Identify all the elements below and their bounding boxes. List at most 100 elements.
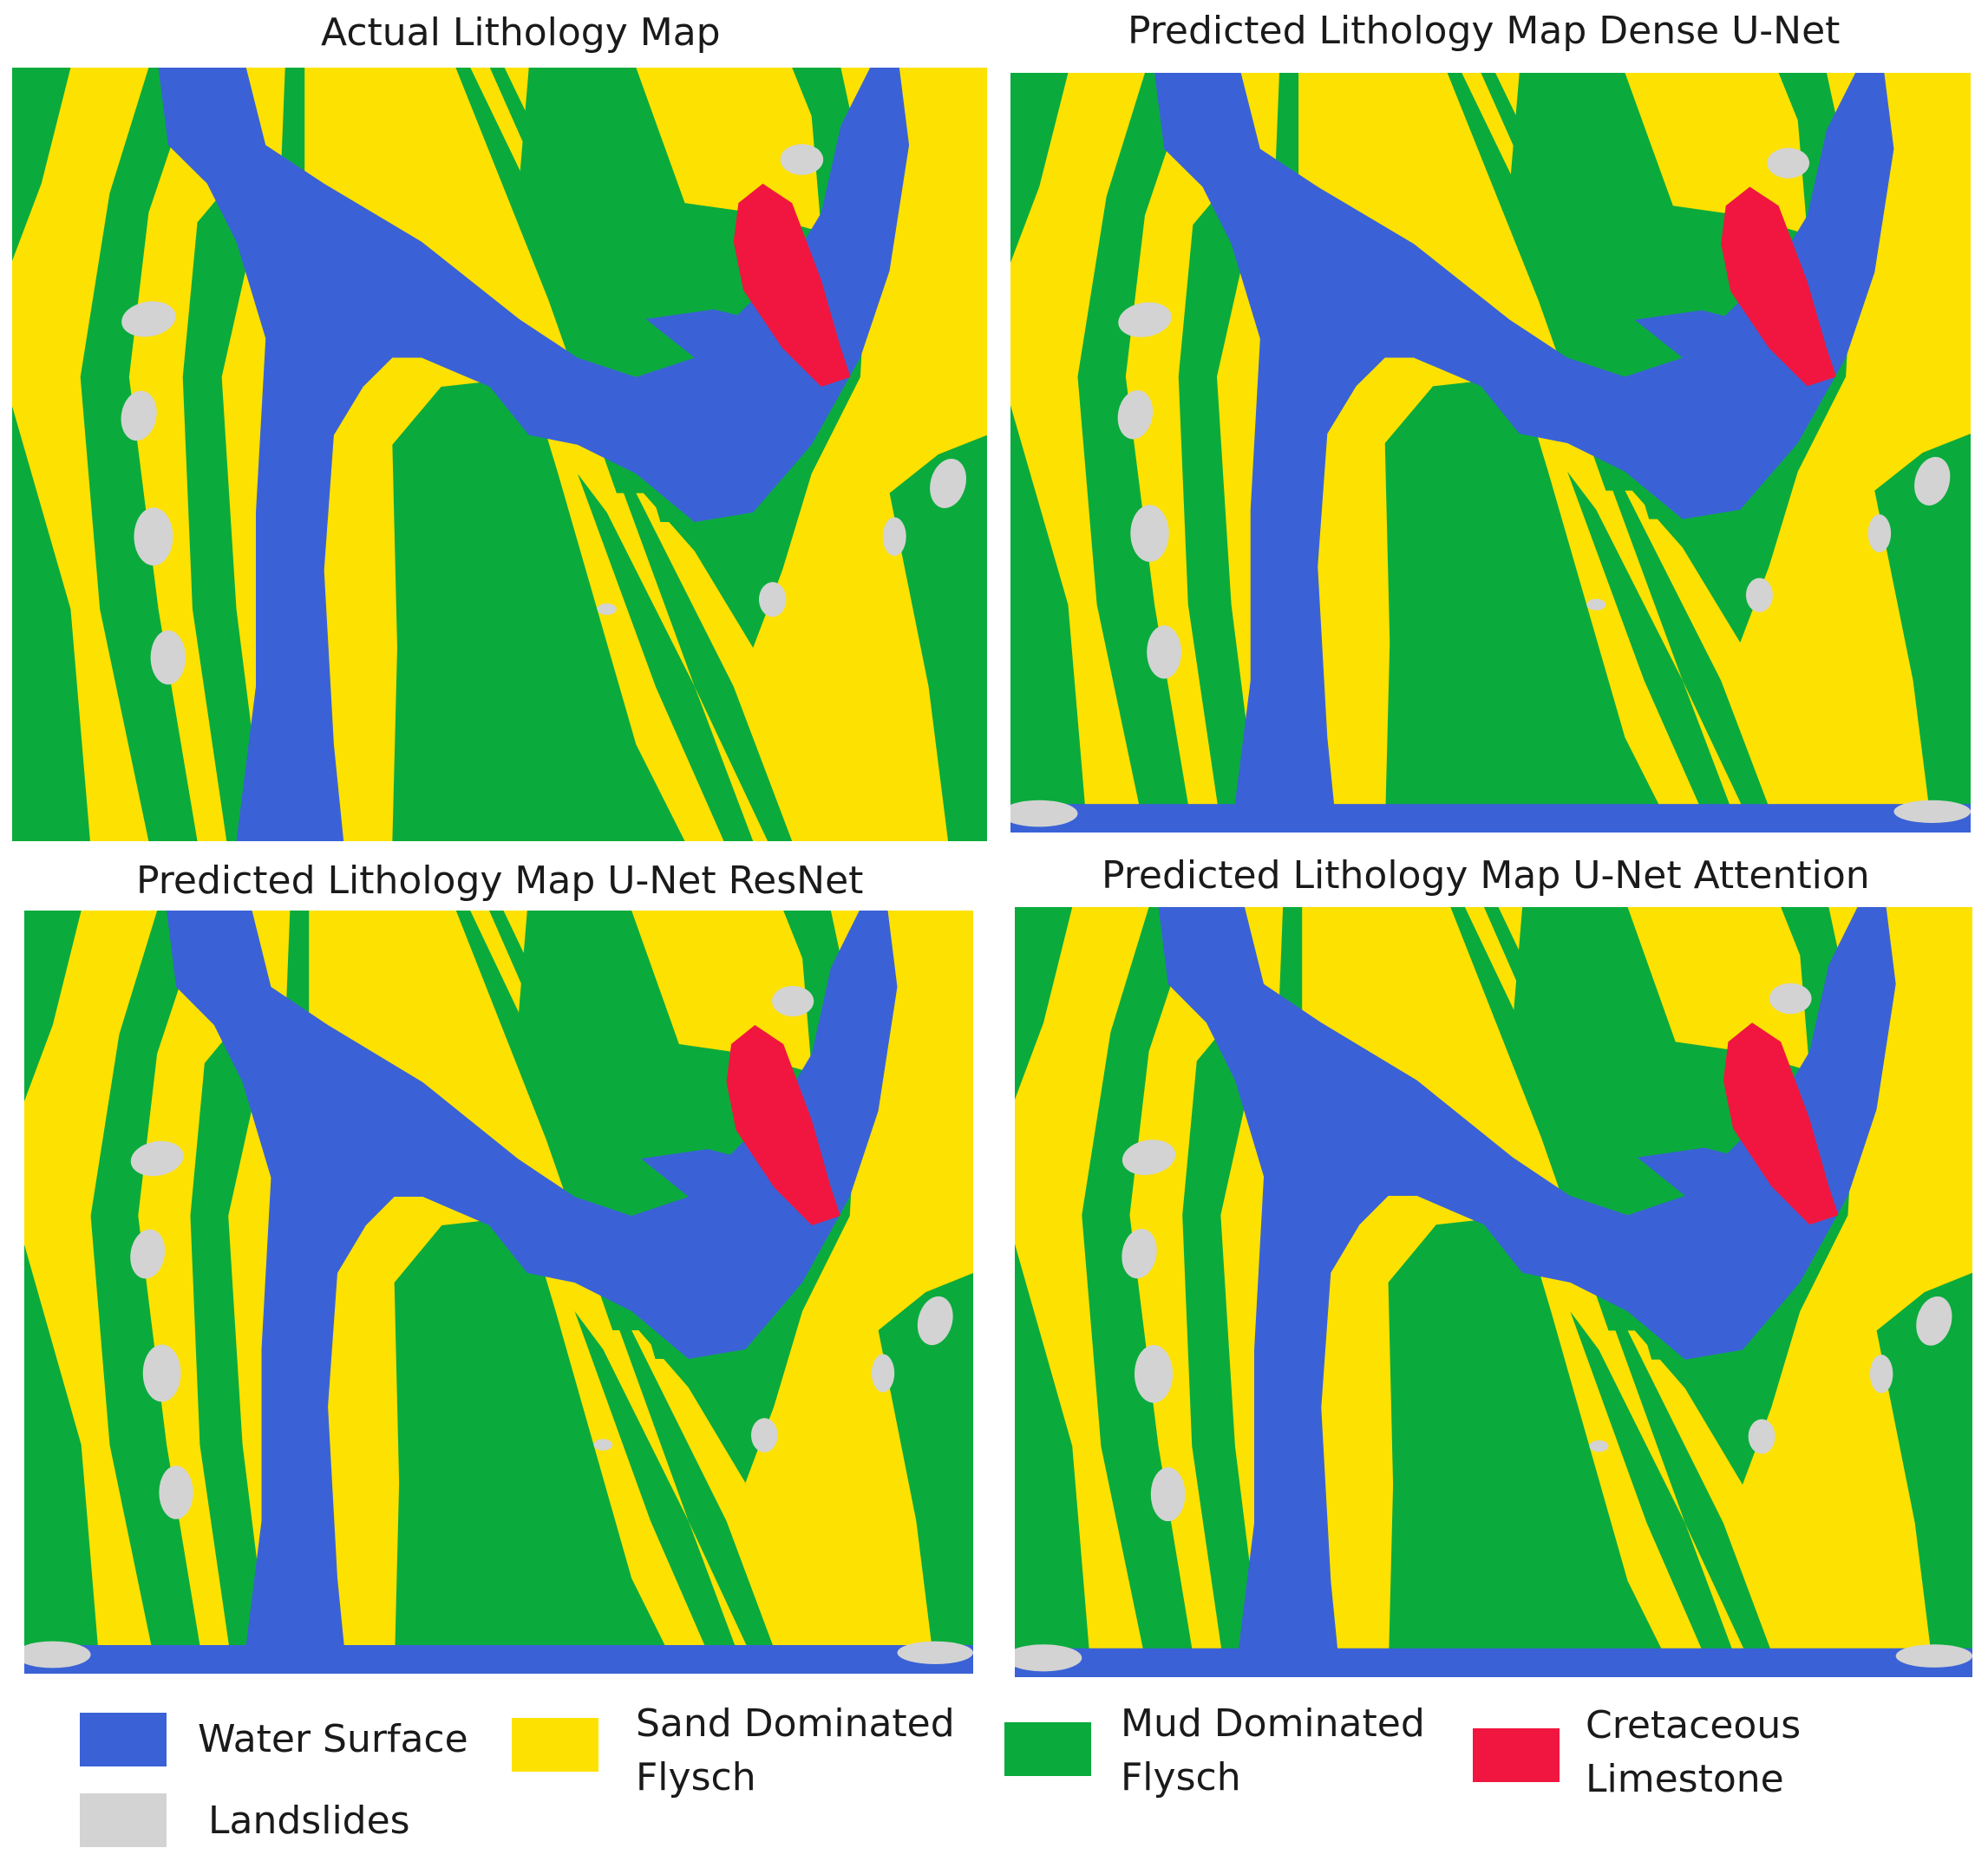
landslide-9 [593,1439,613,1451]
water-surface-main [1158,907,1896,1677]
landslide-5 [772,985,814,1017]
water-surface-main [1154,73,1894,833]
landslide-7 [1867,514,1892,552]
water-surface-inlet [641,1149,746,1197]
landslide-6 [917,1296,953,1346]
unet-attention-lithology-map [1015,907,1972,1677]
water-surface-inlet [645,309,754,358]
landslide-6 [1914,456,1951,506]
landslide-2 [1122,1228,1157,1279]
landslide-edge-noise-right [897,1641,973,1664]
landslide-edge-noise-right [1893,800,1971,824]
panel-title-unet-resnet: Predicted Lithology Map U-Net ResNet [136,859,864,903]
landslide-8 [758,582,787,617]
cretaceous-limestone-body [1721,186,1837,387]
panel-title-dense-unet: Predicted Lithology Map Dense U-Net [1128,9,1841,53]
panel-title-actual: Actual Lithology Map [321,10,721,55]
landslide-6 [930,458,966,508]
mud-band-left [90,911,205,1674]
landslide-2 [121,390,157,441]
landslide-9 [597,603,617,616]
mud-band-left [80,68,198,841]
landslide-1 [1118,302,1172,337]
cretaceous-limestone-body [726,1025,840,1225]
mud-zone-center [392,376,685,841]
legend-label-mud-dominated-flysch-1: Mud Dominated [1121,1701,1425,1746]
bottom-edge-strip [1010,804,1971,833]
landslide-3 [134,507,173,566]
legend-swatch-sand-dominated-flysch [512,1718,598,1772]
mud-strip-3 [577,473,754,841]
landslide-1 [130,1140,184,1177]
mud-band-left [1082,907,1197,1677]
landslide-9 [1586,598,1606,611]
legend-label-sand-dominated-flysch-2: Flysch [636,1755,756,1799]
landslide-3 [142,1344,181,1402]
mud-zone-right [1874,434,1971,833]
mud-zone-left-edge [1010,405,1088,833]
legend-swatch-water-surface [80,1713,167,1766]
landslide-2 [1117,389,1154,440]
landslide-5 [780,144,824,175]
legend-label-mud-dominated-flysch-2: Flysch [1121,1755,1241,1799]
landslide-edge-noise-left [1010,800,1078,827]
mud-zone-right [878,1273,973,1674]
cretaceous-limestone-body [733,183,851,387]
mud-zone-left-edge [24,1244,101,1674]
mud-corner-top-left [12,68,71,261]
mud-corner-top-left [24,911,82,1101]
water-surface-inlet [1634,310,1741,358]
legend-label-landslides: Landslides [208,1799,410,1843]
water-surface-main [158,68,910,841]
landslide-8 [1745,578,1773,612]
mud-strip-3 [574,1311,746,1674]
landslide-4 [150,630,186,685]
mud-strip-3 [1570,1311,1743,1677]
mud-zone-center [1388,1215,1676,1677]
mud-band-left-2 [182,193,266,841]
landslide-edge-noise-right [1895,1644,1972,1668]
landslide-edge-noise-left [24,1641,91,1668]
landslide-1 [1122,1139,1176,1176]
mud-zone-left-edge [12,406,90,841]
unet-resnet-lithology-map [24,911,973,1674]
mud-band-left-2 [1178,196,1260,833]
landslide-9 [1589,1440,1609,1453]
landslide-4 [1150,1467,1186,1522]
legend-label-sand-dominated-flysch-1: Sand Dominated [636,1701,955,1746]
landslide-3 [1135,1345,1174,1403]
mud-band-left-2 [1182,1032,1265,1677]
mud-band-left [1077,73,1193,833]
legend-label-cretaceous-limestone-2: Limestone [1586,1757,1784,1801]
legend-swatch-cretaceous-limestone [1473,1728,1560,1782]
landslide-4 [159,1466,193,1519]
landslide-8 [751,1418,778,1453]
mud-strip-4 [1605,471,1779,833]
landslide-7 [871,1354,895,1393]
cretaceous-limestone-body [1723,1022,1839,1225]
panel-title-unet-attention: Predicted Lithology Map U-Net Attention [1102,853,1870,898]
mud-zone-upper-right [1509,73,1856,643]
dense-unet-lithology-map [1010,73,1971,833]
landslide-1 [121,301,176,337]
mud-zone-center [394,1216,679,1674]
landslide-8 [1748,1419,1775,1454]
legend-swatch-landslides [80,1793,167,1847]
landslide-2 [130,1229,166,1279]
mud-zone-right [889,434,987,841]
mud-strip-4 [612,1311,784,1674]
legend-label-cretaceous-limestone-1: Cretaceous [1586,1703,1802,1747]
mud-strip-4 [616,473,793,841]
water-surface-main [167,911,898,1674]
water-surface-inlet [1637,1147,1743,1196]
landslide-5 [1769,983,1812,1015]
landslide-edge-noise-left [1015,1644,1082,1672]
landslide-7 [1869,1355,1893,1394]
mud-band-left-2 [190,1035,271,1674]
mud-strip-4 [1608,1311,1782,1677]
legend-swatch-mud-dominated-flysch [1004,1722,1091,1776]
landslide-6 [1916,1296,1952,1346]
bottom-edge-strip [24,1645,973,1674]
mud-corner-top-left [1015,907,1073,1100]
mud-strip-3 [1567,471,1741,833]
